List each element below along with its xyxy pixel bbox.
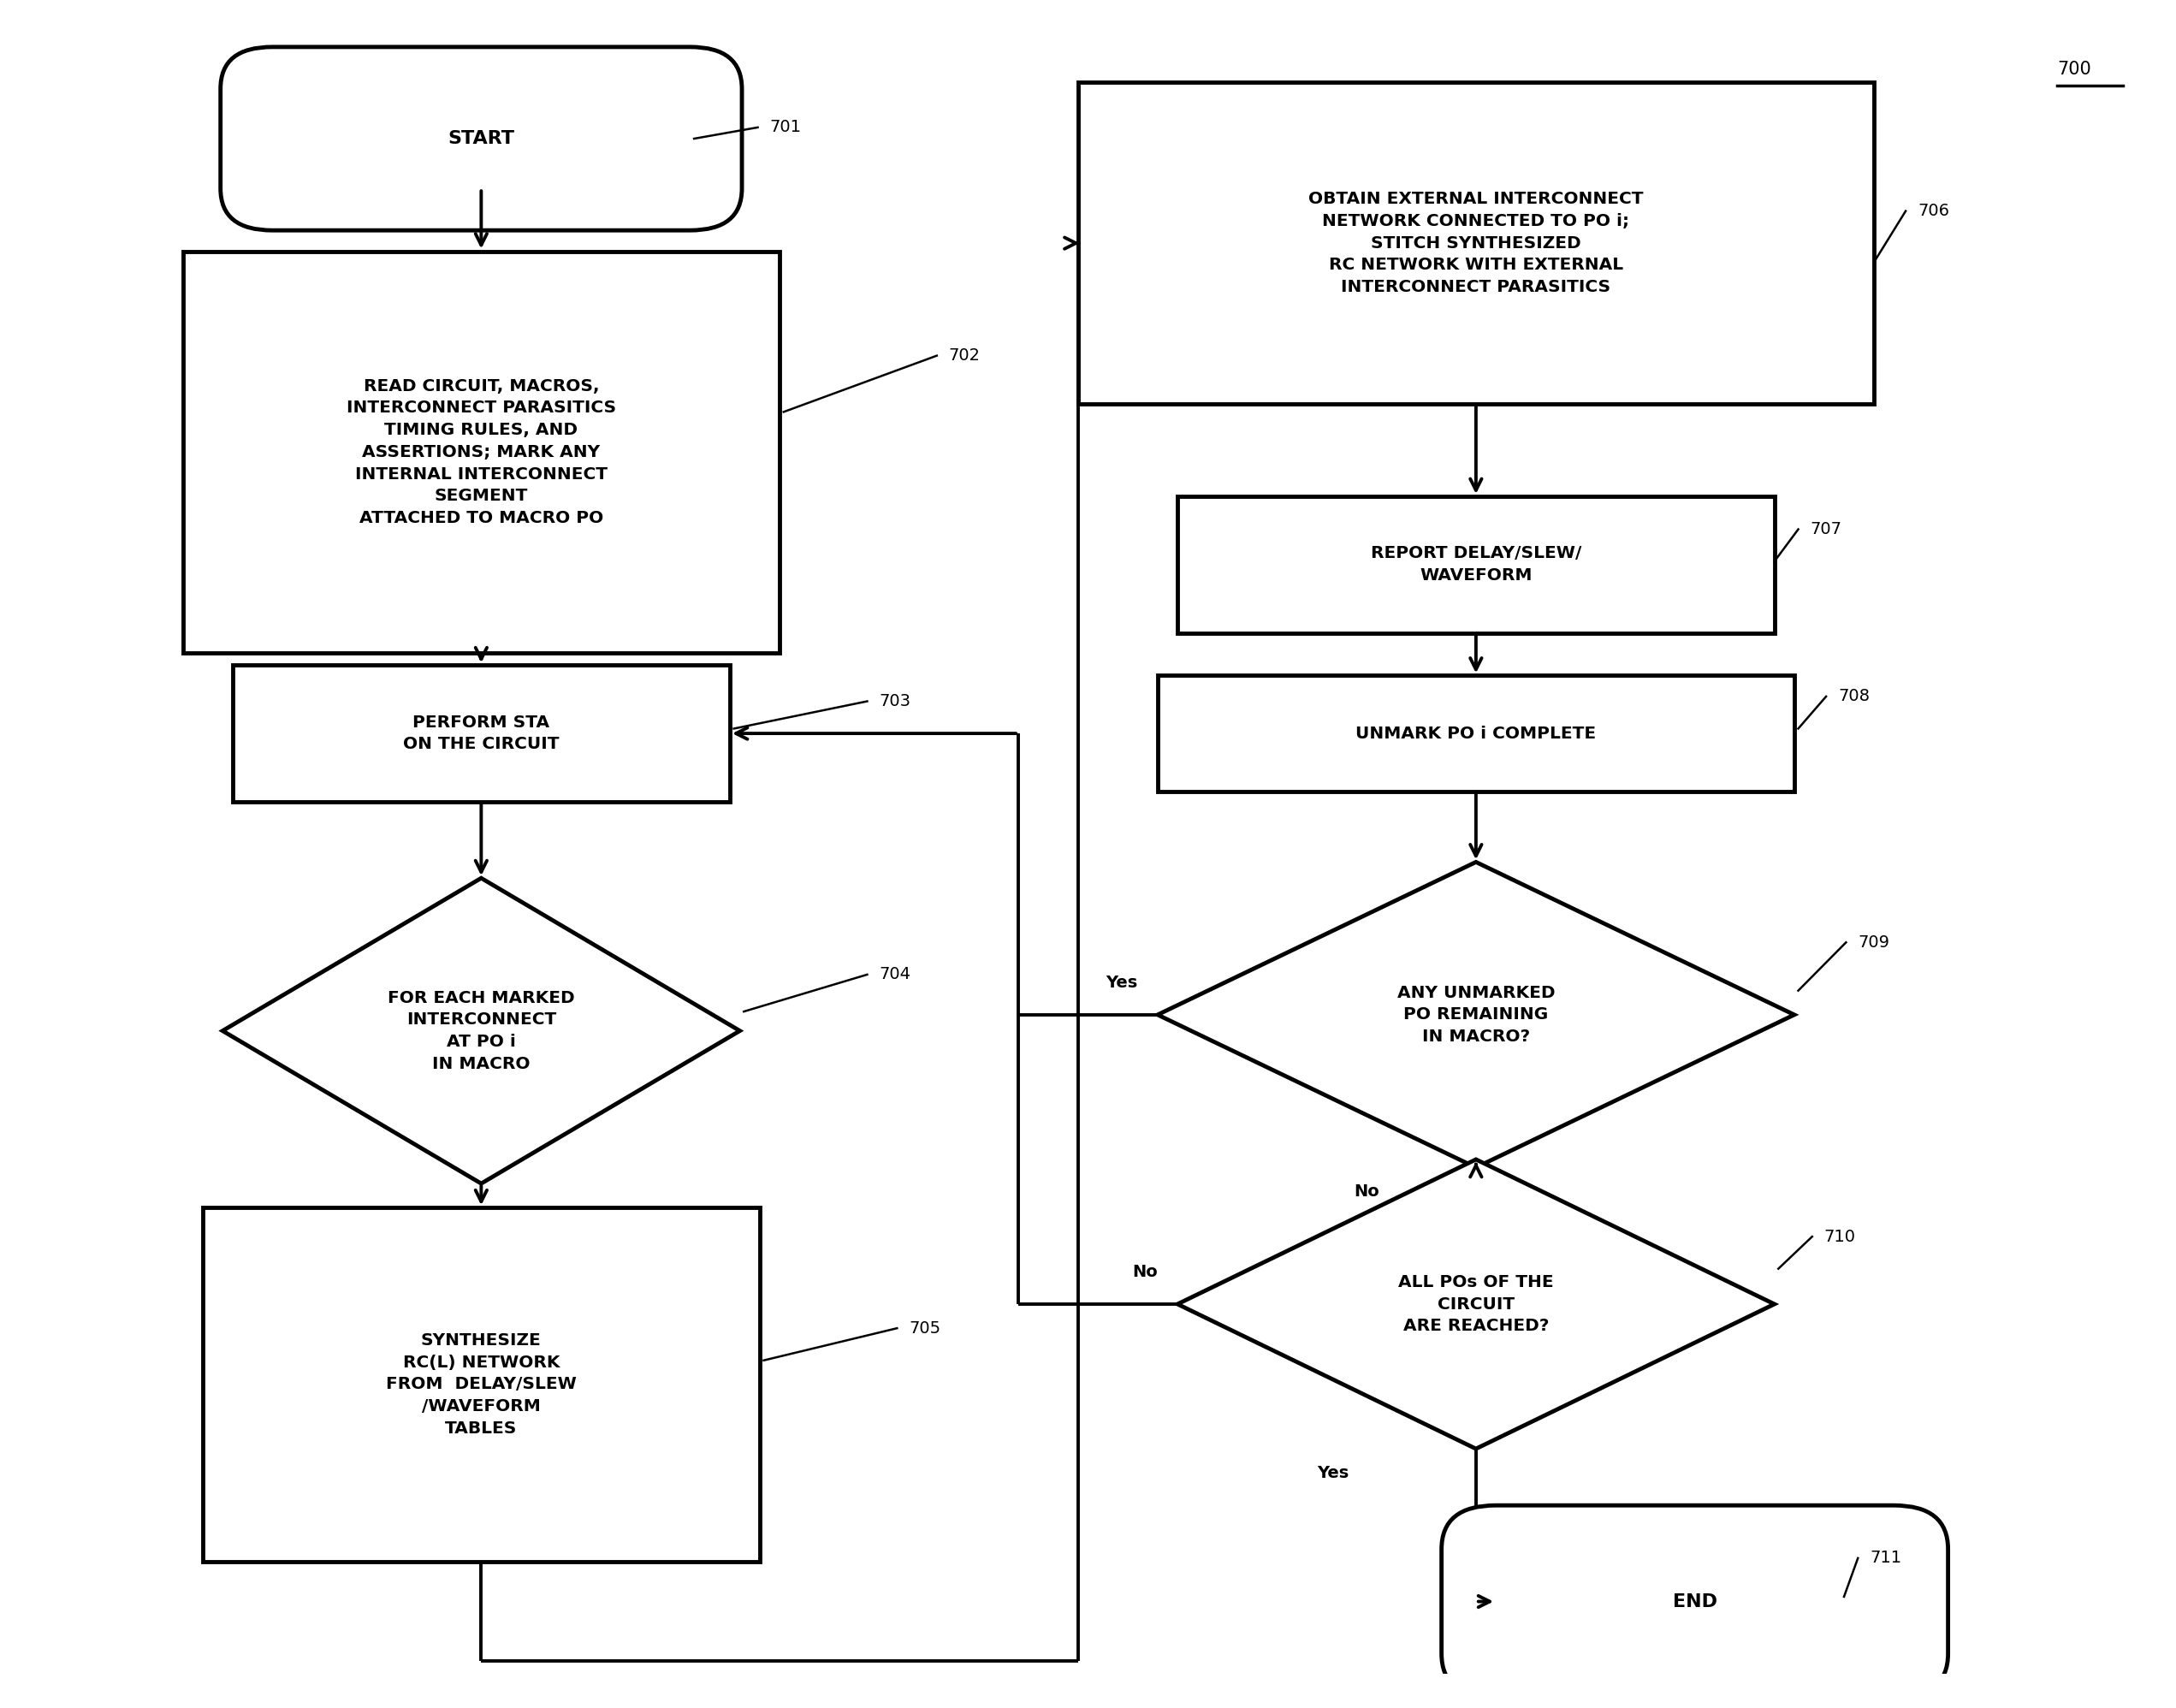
Text: 703: 703 (879, 693, 912, 709)
Text: 710: 710 (1823, 1228, 1856, 1245)
Bar (183, 251, 779, 652)
Text: 707: 707 (1810, 521, 1841, 538)
Text: START: START (448, 130, 514, 147)
Bar (202, 1208, 759, 1561)
Text: 709: 709 (1858, 934, 1889, 951)
Text: No: No (1353, 1184, 1380, 1199)
Text: ALL POs OF THE
CIRCUIT
ARE REACHED?: ALL POs OF THE CIRCUIT ARE REACHED? (1399, 1274, 1554, 1334)
Text: Yes: Yes (1105, 974, 1138, 991)
Text: 708: 708 (1839, 688, 1869, 705)
Polygon shape (222, 878, 740, 1184)
Text: 711: 711 (1869, 1549, 1902, 1566)
Bar (233, 664, 729, 801)
FancyBboxPatch shape (220, 46, 742, 231)
Text: PERFORM STA
ON THE CIRCUIT: PERFORM STA ON THE CIRCUIT (403, 714, 559, 753)
Text: 701: 701 (770, 120, 801, 135)
Text: UNMARK PO i COMPLETE: UNMARK PO i COMPLETE (1356, 726, 1597, 741)
Text: No: No (1132, 1264, 1158, 1279)
Text: OBTAIN EXTERNAL INTERCONNECT
NETWORK CONNECTED TO PO i;
STITCH SYNTHESIZED
RC NE: OBTAIN EXTERNAL INTERCONNECT NETWORK CON… (1308, 191, 1643, 295)
Text: READ CIRCUIT, MACROS,
INTERCONNECT PARASITICS
TIMING RULES, AND
ASSERTIONS; MARK: READ CIRCUIT, MACROS, INTERCONNECT PARAS… (346, 377, 616, 526)
Text: FOR EACH MARKED
INTERCONNECT
AT PO i
IN MACRO: FOR EACH MARKED INTERCONNECT AT PO i IN … (387, 989, 574, 1073)
FancyBboxPatch shape (1441, 1505, 1948, 1698)
Text: SYNTHESIZE
RC(L) NETWORK
FROM  DELAY/SLEW
/WAVEFORM
TABLES: SYNTHESIZE RC(L) NETWORK FROM DELAY/SLEW… (385, 1332, 577, 1436)
Bar (1177, 497, 1773, 634)
Text: 706: 706 (1917, 203, 1950, 219)
Bar (1158, 676, 1795, 791)
Text: 700: 700 (2056, 61, 2091, 79)
Text: 704: 704 (879, 967, 912, 982)
Text: END: END (1673, 1594, 1717, 1611)
Bar (1077, 82, 1874, 403)
Text: 702: 702 (949, 347, 981, 364)
Polygon shape (1177, 1160, 1773, 1448)
Text: REPORT DELAY/SLEW/
WAVEFORM: REPORT DELAY/SLEW/ WAVEFORM (1371, 545, 1582, 584)
Polygon shape (1158, 863, 1795, 1168)
Text: 705: 705 (910, 1320, 940, 1336)
Text: Yes: Yes (1316, 1465, 1349, 1481)
Text: ANY UNMARKED
PO REMAINING
IN MACRO?: ANY UNMARKED PO REMAINING IN MACRO? (1397, 984, 1556, 1045)
